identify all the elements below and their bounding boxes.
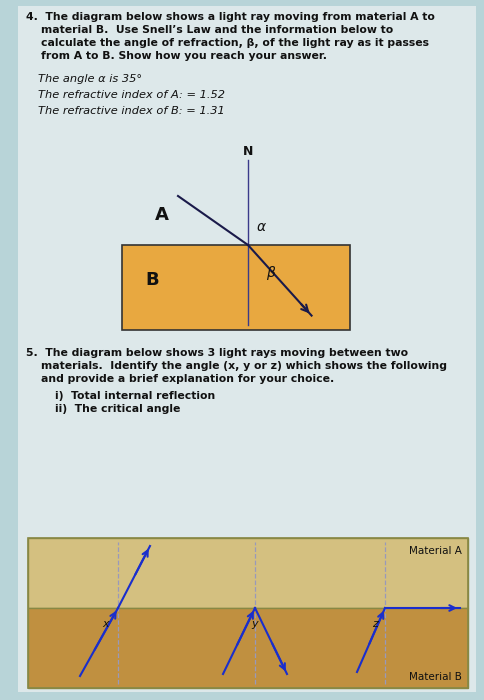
Text: Material A: Material A	[409, 546, 462, 556]
Text: from A to B. Show how you reach your answer.: from A to B. Show how you reach your ans…	[26, 51, 327, 61]
Text: i)  Total internal reflection: i) Total internal reflection	[55, 391, 215, 401]
Bar	[28, 608, 468, 688]
Text: The refractive index of A: = 1.52: The refractive index of A: = 1.52	[38, 90, 225, 100]
Text: A: A	[155, 206, 169, 224]
Text: y: y	[252, 619, 258, 629]
Text: 5.  The diagram below shows 3 light rays moving between two: 5. The diagram below shows 3 light rays …	[26, 348, 408, 358]
Text: materials.  Identify the angle (x, y or z) which shows the following: materials. Identify the angle (x, y or z…	[26, 361, 447, 371]
Text: material B.  Use Snell’s Law and the information below to: material B. Use Snell’s Law and the info…	[26, 25, 393, 35]
Text: 4.  The diagram below shows a light ray moving from material A to: 4. The diagram below shows a light ray m…	[26, 12, 435, 22]
Text: z: z	[372, 619, 378, 629]
Text: ii)  The critical angle: ii) The critical angle	[55, 404, 181, 414]
Bar	[122, 245, 350, 330]
Text: calculate the angle of refraction, β, of the light ray as it passes: calculate the angle of refraction, β, of…	[26, 38, 429, 48]
Bar	[28, 538, 468, 608]
Text: Material B: Material B	[409, 672, 462, 682]
Text: The refractive index of B: = 1.31: The refractive index of B: = 1.31	[38, 106, 225, 116]
Text: $\beta$: $\beta$	[266, 264, 276, 282]
Text: x: x	[103, 619, 109, 629]
Text: $\alpha$: $\alpha$	[256, 220, 267, 234]
Text: N: N	[243, 145, 253, 158]
Bar	[28, 538, 468, 688]
Text: and provide a brief explanation for your choice.: and provide a brief explanation for your…	[26, 374, 334, 384]
Text: The angle α is 35°: The angle α is 35°	[38, 74, 142, 84]
Text: B: B	[145, 271, 159, 289]
